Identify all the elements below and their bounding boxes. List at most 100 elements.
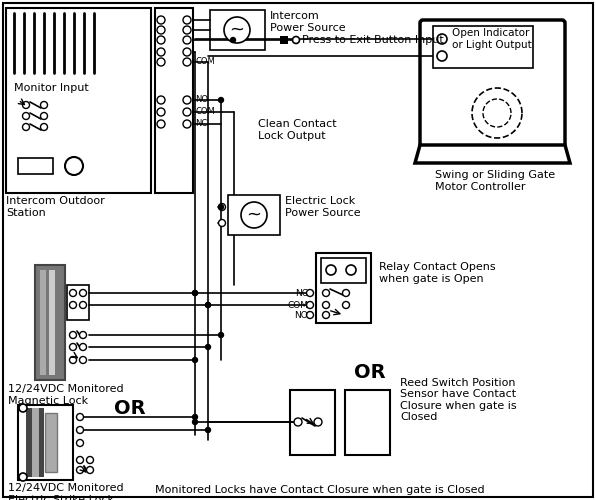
Circle shape [70, 344, 76, 350]
Text: OR: OR [354, 362, 386, 382]
Bar [6, 8, 151, 193]
Circle shape [86, 466, 94, 473]
Text: COM: COM [195, 58, 215, 66]
Text: ~: ~ [247, 206, 262, 224]
Circle shape [157, 58, 165, 66]
Bar [290, 390, 335, 455]
Text: Intercom Outdoor
Station: Intercom Outdoor Station [6, 196, 105, 218]
Text: NO: NO [195, 96, 208, 104]
Text: ~: ~ [229, 21, 244, 39]
Circle shape [19, 404, 27, 412]
Circle shape [322, 312, 330, 318]
Circle shape [23, 102, 29, 108]
Circle shape [219, 332, 224, 338]
Circle shape [70, 302, 76, 308]
Circle shape [157, 26, 165, 34]
Bar [45, 413, 57, 472]
Text: Electric Lock
Power Source: Electric Lock Power Source [285, 196, 361, 218]
Circle shape [19, 473, 27, 481]
Bar [210, 10, 265, 50]
Circle shape [157, 96, 165, 104]
Circle shape [183, 36, 191, 44]
Circle shape [157, 120, 165, 128]
Circle shape [157, 36, 165, 44]
Circle shape [183, 16, 191, 24]
Circle shape [183, 58, 191, 66]
Circle shape [157, 16, 165, 24]
Circle shape [183, 26, 191, 34]
Circle shape [306, 290, 313, 296]
Bar [316, 253, 371, 323]
Bar [18, 158, 53, 174]
Circle shape [86, 456, 94, 464]
Bar [433, 26, 533, 68]
Circle shape [79, 356, 86, 364]
Bar [345, 390, 390, 455]
Circle shape [41, 102, 48, 108]
Bar [321, 258, 366, 283]
Bar [49, 270, 55, 375]
FancyBboxPatch shape [420, 20, 565, 151]
Bar [40, 270, 46, 375]
Text: Monitored Locks have Contact Closure when gate is Closed: Monitored Locks have Contact Closure whe… [155, 485, 485, 495]
Circle shape [306, 312, 313, 318]
Circle shape [76, 456, 83, 464]
Text: Reed Switch Position
Sensor have Contact
Closure when gate is
Closed: Reed Switch Position Sensor have Contact… [400, 378, 517, 422]
Circle shape [314, 418, 322, 426]
Circle shape [206, 302, 210, 308]
Circle shape [193, 290, 197, 296]
Circle shape [219, 98, 224, 102]
Circle shape [322, 290, 330, 296]
Text: COM: COM [287, 300, 308, 310]
Circle shape [183, 108, 191, 116]
Text: Swing or Sliding Gate
Motor Controller: Swing or Sliding Gate Motor Controller [435, 170, 555, 192]
Text: NO: NO [294, 310, 308, 320]
Circle shape [70, 290, 76, 296]
Circle shape [23, 112, 29, 119]
Circle shape [219, 204, 224, 210]
Circle shape [437, 34, 447, 44]
Polygon shape [415, 145, 570, 163]
Bar [18, 405, 73, 480]
Circle shape [206, 302, 210, 308]
Bar [35, 265, 65, 380]
Circle shape [294, 418, 302, 426]
Text: Clean Contact
Lock Output: Clean Contact Lock Output [258, 119, 337, 141]
Circle shape [70, 332, 76, 338]
Circle shape [326, 265, 336, 275]
Circle shape [76, 466, 83, 473]
Circle shape [183, 96, 191, 104]
Bar [32, 408, 39, 477]
Bar [26, 408, 44, 477]
Circle shape [79, 344, 86, 350]
Bar [228, 195, 280, 235]
Circle shape [206, 344, 210, 350]
Text: Monitor Input: Monitor Input [14, 83, 89, 93]
Circle shape [76, 426, 83, 434]
Circle shape [437, 51, 447, 61]
Circle shape [41, 112, 48, 119]
Circle shape [79, 332, 86, 338]
Circle shape [70, 356, 76, 364]
Circle shape [183, 48, 191, 56]
Circle shape [157, 108, 165, 116]
Text: NC: NC [195, 120, 207, 128]
Circle shape [193, 290, 197, 296]
Text: NC: NC [295, 288, 308, 298]
Text: Relay Contact Opens
when gate is Open: Relay Contact Opens when gate is Open [379, 262, 496, 284]
Circle shape [65, 157, 83, 175]
Circle shape [206, 428, 210, 432]
Text: Open Indicator
or Light Output: Open Indicator or Light Output [452, 28, 532, 50]
Text: COM: COM [195, 108, 215, 116]
Circle shape [231, 38, 235, 43]
Text: Press to Exit Button Input: Press to Exit Button Input [302, 35, 444, 45]
Circle shape [219, 204, 225, 210]
Text: Intercom
Power Source: Intercom Power Source [270, 11, 346, 33]
Bar [67, 285, 89, 320]
Circle shape [79, 290, 86, 296]
Bar [155, 8, 193, 193]
Circle shape [346, 265, 356, 275]
Bar [280, 36, 288, 44]
Circle shape [224, 17, 250, 43]
Circle shape [193, 358, 197, 362]
